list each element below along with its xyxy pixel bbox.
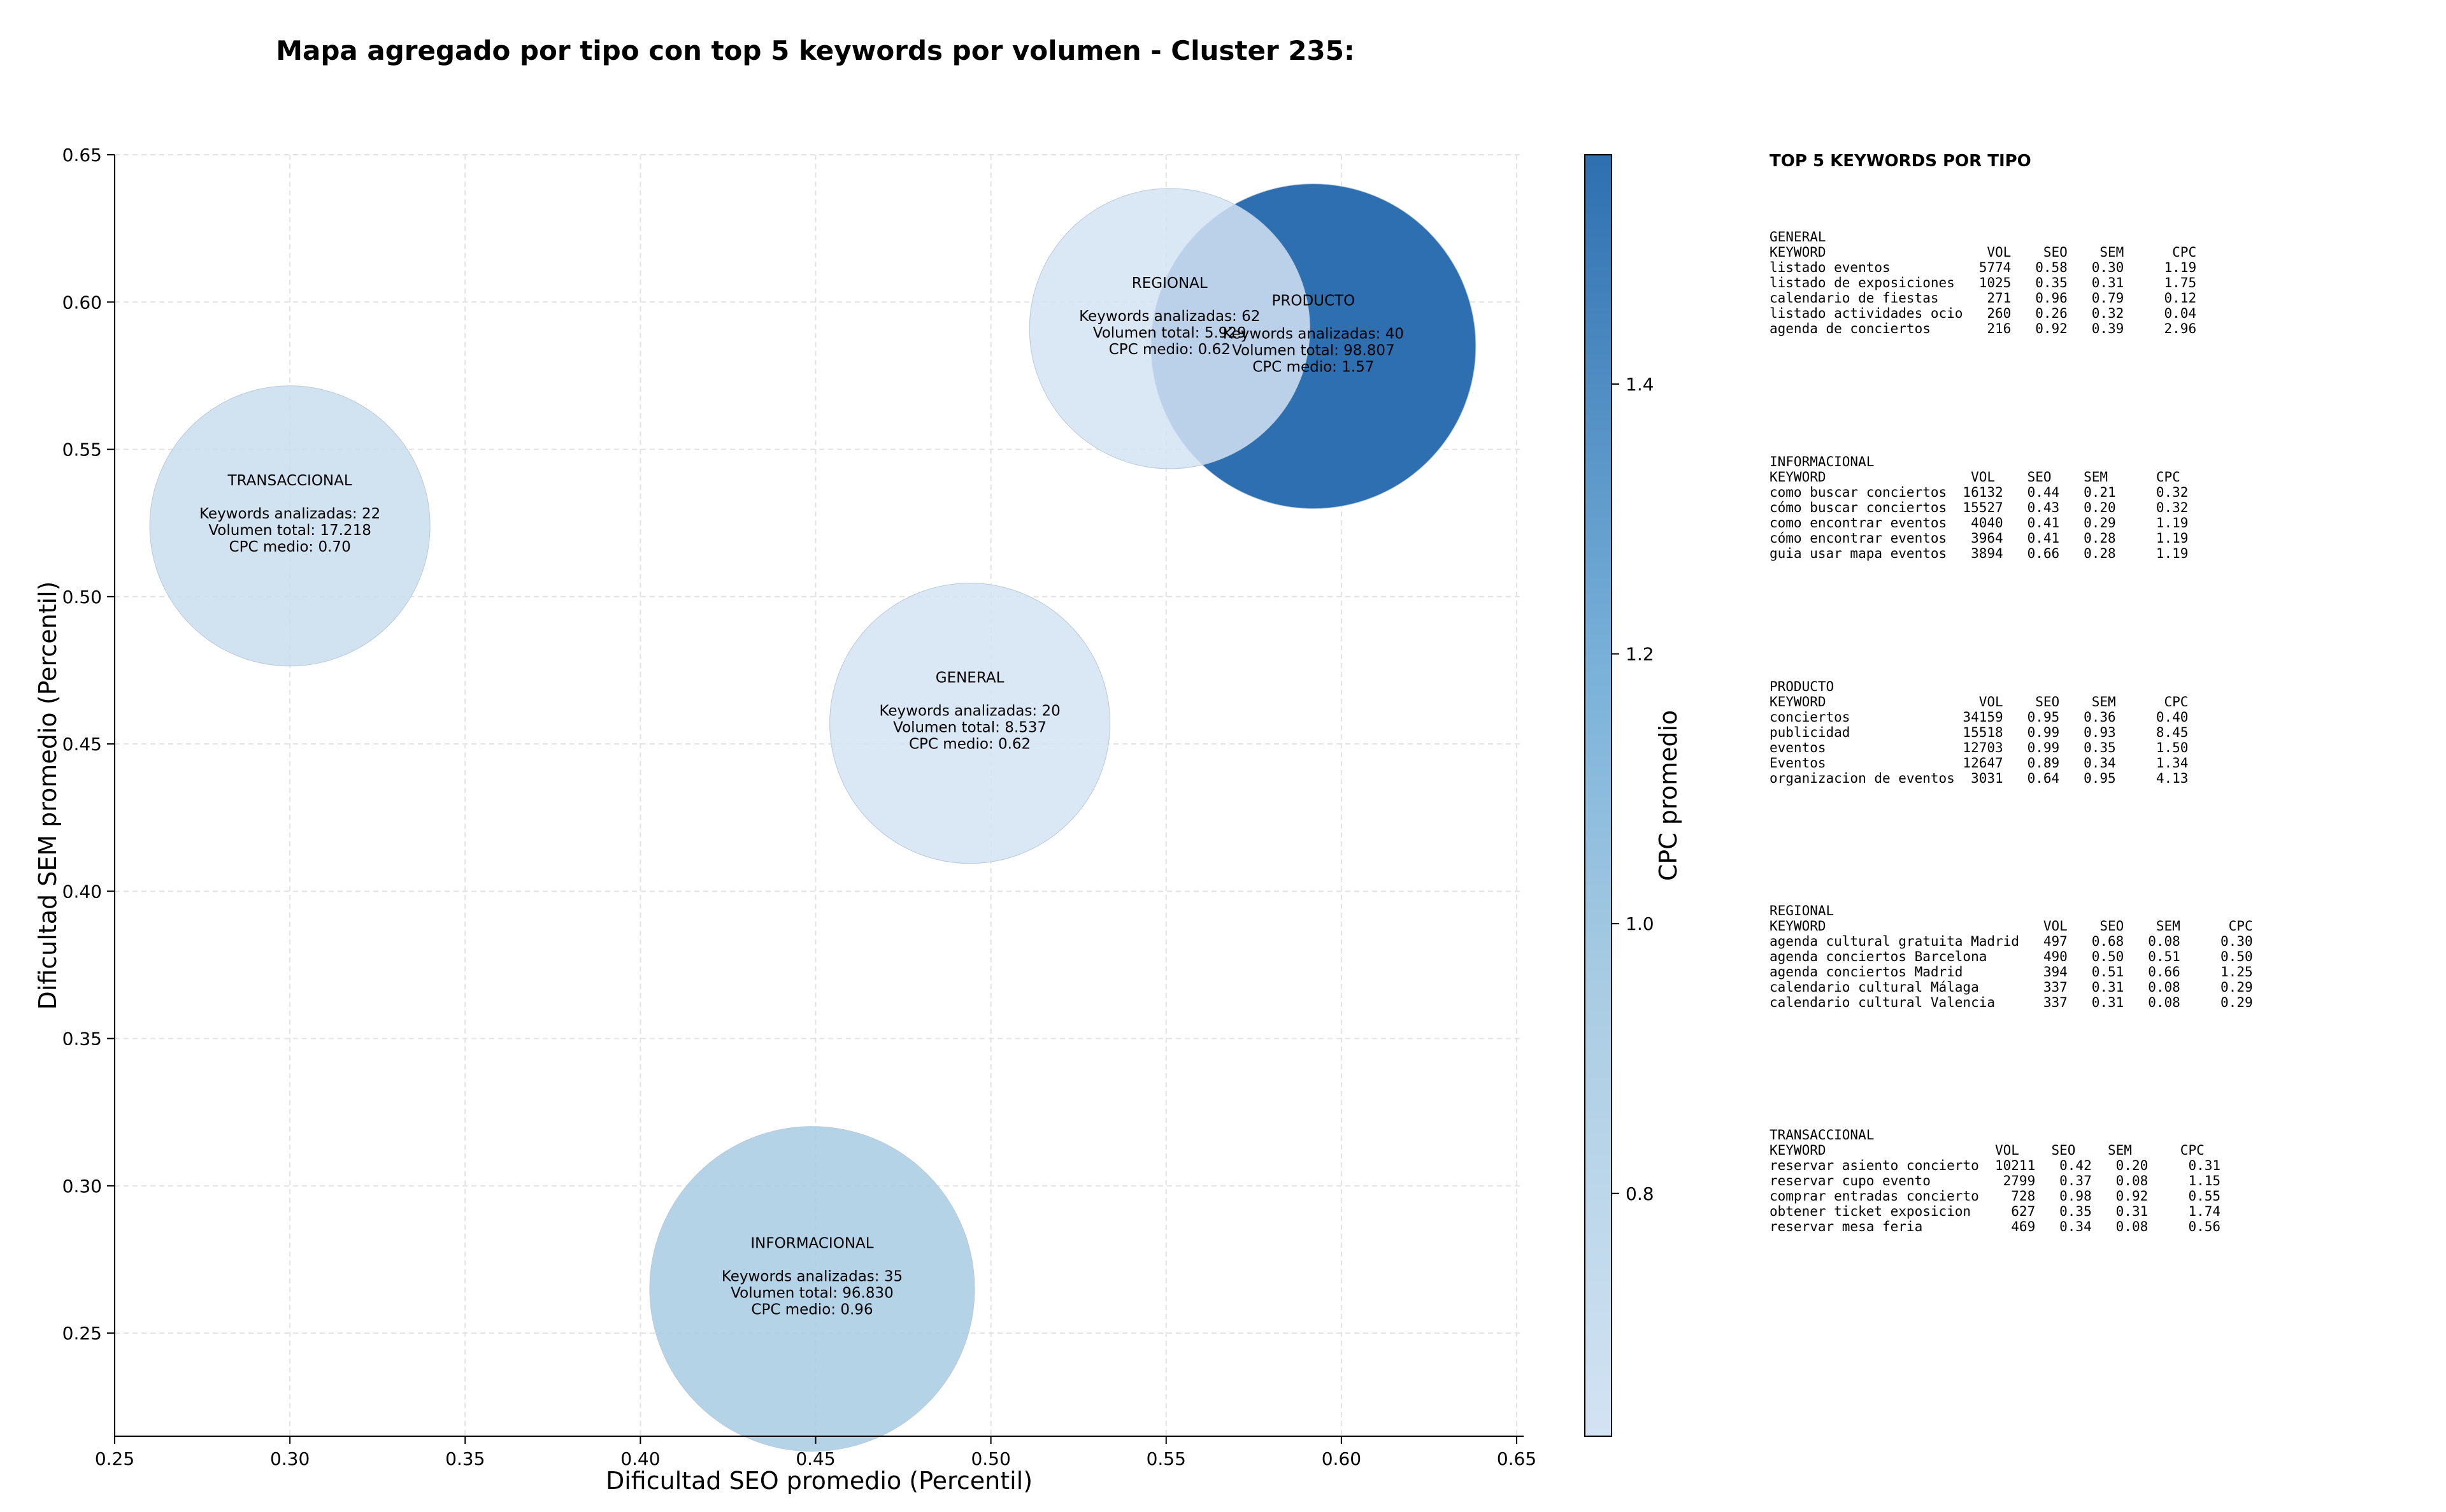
bubble-label: Volumen total: 17.218 [208,522,371,539]
table-row: conciertos 34159 0.95 0.36 0.40 [1770,710,2189,725]
colorbar: 0.8 1.0 1.2 1.4 CPC promedio [1584,154,1682,1437]
table-header: KEYWORD VOL SEO SEM CPC [1770,245,2197,260]
bubble-label: Volumen total: 8.537 [893,720,1047,736]
bubble-label: REGIONAL [1132,275,1208,292]
colorbar-tick-label: 1.2 [1626,644,1654,665]
table-row: calendario cultural Valencia 337 0.31 0.… [1770,995,2253,1010]
y-tick-label: 0.40 [62,881,102,902]
table-row: reservar cupo evento 2799 0.37 0.08 1.15 [1770,1173,2221,1188]
y-tick-label: 0.30 [62,1176,102,1197]
x-tick-label: 0.35 [445,1448,485,1469]
bubble-label: Volumen total: 98.807 [1232,343,1395,359]
y-tick-label: 0.35 [62,1029,102,1050]
bubble-label: Keywords analizadas: 35 [722,1269,903,1285]
bubble-label: GENERAL [936,670,1005,687]
bubble-label: Keywords analizadas: 20 [879,703,1060,720]
table-row: agenda de conciertos 216 0.92 0.39 2.96 [1770,321,2197,336]
bubble-label: INFORMACIONAL [750,1236,873,1252]
bubble-label: Keywords analizadas: 40 [1223,326,1404,343]
x-tick-label: 0.25 [95,1448,134,1469]
table-row: comprar entradas concierto 728 0.98 0.92… [1770,1188,2221,1204]
table-row: agenda conciertos Barcelona 490 0.50 0.5… [1770,949,2253,964]
x-tick-label: 0.55 [1147,1448,1186,1469]
table-row: reservar mesa feria 469 0.34 0.08 0.56 [1770,1219,2221,1234]
bubble-label: CPC medio: 0.70 [229,539,351,555]
panel-title: TOP 5 KEYWORDS POR TIPO [1770,152,2031,171]
bubble-general [829,583,1111,864]
colorbar-tick-label: 1.0 [1626,913,1654,934]
table-header: KEYWORD VOL SEO SEM CPC [1770,1143,2205,1158]
x-tick-label: 0.60 [1322,1448,1361,1469]
bubble-label: CPC medio: 0.62 [1109,341,1231,358]
keyword-group-producto: PRODUCTO KEYWORD VOL SEO SEM CPC concierto… [1770,679,2188,786]
colorbar-tick-label: 0.8 [1626,1183,1654,1204]
bubble-transaccional [149,385,431,667]
bubble-label: CPC medio: 0.62 [909,736,1031,753]
y-tick-label: 0.65 [62,145,102,166]
table-row: como encontrar eventos 4040 0.41 0.29 1.… [1770,515,2189,531]
table-row: agenda conciertos Madrid 394 0.51 0.66 1… [1770,964,2253,980]
table-header: KEYWORD VOL SEO SEM CPC [1770,469,2180,485]
colorbar-gradient [1584,154,1612,1437]
bubble-label: Keywords analizadas: 22 [199,506,380,522]
table-row: organizacion de eventos 3031 0.64 0.95 4… [1770,771,2189,786]
table-row: como buscar conciertos 16132 0.44 0.21 0… [1770,485,2189,500]
y-tick-label: 0.55 [62,439,102,460]
bubble-label: CPC medio: 1.57 [1252,359,1374,376]
table-row: listado actividades ocio 260 0.26 0.32 0… [1770,306,2197,321]
bubble-label: Volumen total: 96.830 [731,1285,894,1302]
colorbar-tick-label: 1.4 [1626,374,1654,395]
table-row: reservar asiento concierto 10211 0.42 0.… [1770,1158,2221,1173]
axes: 0.25 0.30 0.35 0.40 0.45 0.50 0.55 0.60 0.65 0.25… [34,145,1536,1495]
table-row: agenda cultural gratuita Madrid 497 0.68… [1770,934,2253,949]
bubble-regional [1029,188,1310,469]
keyword-group-regional: REGIONAL KEYWORD VOL SEO SEM CPC agenda cu… [1770,903,2253,1010]
bubble-label: Volumen total: 5.929 [1093,325,1247,341]
y-tick-label: 0.50 [62,587,102,608]
bubble-label: TRANSACCIONAL [227,473,352,489]
group-heading: TRANSACCIONAL [1770,1127,1875,1143]
group-heading: REGIONAL [1770,903,1834,918]
x-tick-label: 0.40 [620,1448,660,1469]
keyword-group-informacional: INFORMACIONAL KEYWORD VOL SEO SEM CPC como… [1770,454,2188,561]
y-tick-label: 0.60 [62,292,102,313]
x-tick-label: 0.65 [1497,1448,1536,1469]
table-row: calendario de fiestas 271 0.96 0.79 0.12 [1770,290,2197,306]
bubble-label: PRODUCTO [1271,293,1355,310]
chart-title: Mapa agregado por tipo con top 5 keyword… [276,35,1355,66]
table-row: calendario cultural Málaga 337 0.31 0.08… [1770,980,2253,995]
keyword-group-transaccional: TRANSACCIONAL KEYWORD VOL SEO SEM CPC rese… [1770,1127,2221,1234]
table-row: cómo encontrar eventos 3964 0.41 0.28 1.… [1770,531,2189,546]
top-keywords-panel: TOP 5 KEYWORDS POR TIPO GENERAL KEYWORD V… [1770,152,2432,1234]
y-axis-label: Dificultad SEM promedio (Percentil) [34,581,62,1010]
x-axis-label: Dificultad SEO promedio (Percentil) [606,1467,1033,1495]
table-row: publicidad 15518 0.99 0.93 8.45 [1770,725,2189,740]
bubble-label: CPC medio: 0.96 [751,1302,873,1318]
table-row: obtener ticket exposicion 627 0.35 0.31 … [1770,1204,2221,1219]
y-tick-label: 0.45 [62,734,102,755]
group-heading: INFORMACIONAL [1770,454,1875,469]
table-row: guia usar mapa eventos 3894 0.66 0.28 1.… [1770,546,2189,561]
keyword-group-general: GENERAL KEYWORD VOL SEO SEM CPC listado ev… [1770,229,2196,336]
colorbar-label: CPC promedio [1654,710,1682,881]
bubble-informacional [649,1126,975,1452]
x-tick-label: 0.45 [796,1448,835,1469]
table-row: listado de exposiciones 1025 0.35 0.31 1… [1770,275,2197,290]
table-row: eventos 12703 0.99 0.35 1.50 [1770,740,2189,755]
table-row: Eventos 12647 0.89 0.34 1.34 [1770,755,2189,771]
table-row: cómo buscar conciertos 15527 0.43 0.20 0… [1770,500,2189,515]
bubble-label: Keywords analizadas: 62 [1079,308,1260,325]
table-row: listado eventos 5774 0.58 0.30 1.19 [1770,260,2197,275]
table-header: KEYWORD VOL SEO SEM CPC [1770,918,2253,934]
table-header: KEYWORD VOL SEO SEM CPC [1770,694,2189,710]
y-tick-label: 0.25 [62,1323,102,1344]
group-heading: PRODUCTO [1770,679,1834,694]
group-heading: GENERAL [1770,229,1826,245]
x-tick-label: 0.50 [971,1448,1010,1469]
x-tick-label: 0.30 [270,1448,310,1469]
